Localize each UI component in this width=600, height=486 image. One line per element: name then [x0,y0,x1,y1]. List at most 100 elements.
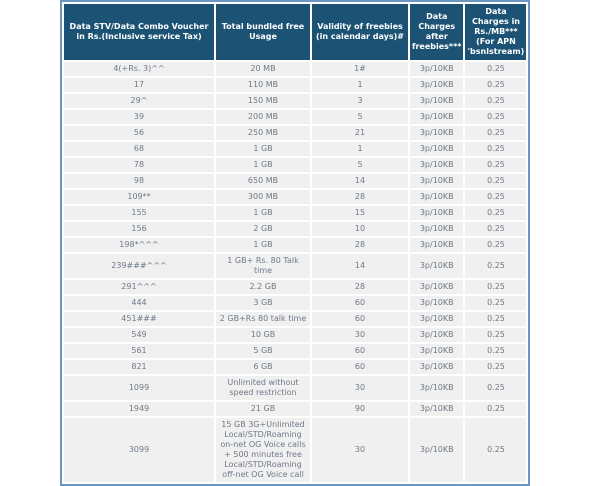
cell-validity-days: 10 [312,222,408,236]
cell-bundled-usage: 6 GB [216,360,310,374]
cell-charges-per-mb: 0.25 [465,280,527,294]
cell-charges-after-freebies: 3p/10KB [410,296,464,310]
cell-charges-per-mb: 0.25 [465,94,527,108]
cell-charges-per-mb: 0.25 [465,62,527,76]
cell-charges-after-freebies: 3p/10KB [410,126,464,140]
cell-bundled-usage: 15 GB 3G+Unlimited Local/STD/Roaming on-… [216,418,310,482]
cell-charges-per-mb: 0.25 [465,328,527,342]
table-row: 56 250 MB 21 3p/10KB 0.25 [64,126,527,140]
cell-bundled-usage: 2 GB+Rs 80 talk time [216,312,310,326]
cell-bundled-usage: 1 GB [216,206,310,220]
cell-voucher-price: 17 [64,78,214,92]
cell-voucher-price: 156 [64,222,214,236]
cell-charges-after-freebies: 3p/10KB [410,206,464,220]
header-bundled-usage: Total bundled free Usage [216,4,310,60]
cell-validity-days: 3 [312,94,408,108]
cell-bundled-usage: 21 GB [216,402,310,416]
cell-bundled-usage: 650 MB [216,174,310,188]
cell-bundled-usage: 200 MB [216,110,310,124]
table-row: 39 200 MB 5 3p/10KB 0.25 [64,110,527,124]
cell-charges-after-freebies: 3p/10KB [410,328,464,342]
cell-charges-after-freebies: 3p/10KB [410,222,464,236]
cell-voucher-price: 821 [64,360,214,374]
cell-charges-after-freebies: 3p/10KB [410,94,464,108]
cell-charges-after-freebies: 3p/10KB [410,78,464,92]
cell-bundled-usage: 1 GB [216,238,310,252]
cell-charges-per-mb: 0.25 [465,126,527,140]
cell-validity-days: 28 [312,190,408,204]
cell-bundled-usage: 1 GB+ Rs. 80 Talk time [216,254,310,278]
cell-bundled-usage: 3 GB [216,296,310,310]
cell-validity-days: 28 [312,280,408,294]
cell-bundled-usage: 110 MB [216,78,310,92]
cell-bundled-usage: Unlimited without speed restriction [216,376,310,400]
cell-charges-per-mb: 0.25 [465,296,527,310]
cell-charges-per-mb: 0.25 [465,110,527,124]
cell-charges-per-mb: 0.25 [465,418,527,482]
cell-voucher-price: 29^ [64,94,214,108]
cell-validity-days: 90 [312,402,408,416]
cell-voucher-price: 68 [64,142,214,156]
table-header: Data STV/Data Combo Voucher in Rs.(Inclu… [64,4,527,60]
cell-voucher-price: 39 [64,110,214,124]
cell-validity-days: 30 [312,328,408,342]
cell-charges-after-freebies: 3p/10KB [410,344,464,358]
cell-charges-per-mb: 0.25 [465,190,527,204]
table-row: 239###^^^ 1 GB+ Rs. 80 Talk time 14 3p/10KB… [64,254,527,278]
cell-charges-per-mb: 0.25 [465,376,527,400]
data-voucher-tariff-table: Data STV/Data Combo Voucher in Rs.(Inclu… [60,0,531,486]
cell-validity-days: 1 [312,142,408,156]
cell-voucher-price: 561 [64,344,214,358]
table-row: 98 650 MB 14 3p/10KB 0.25 [64,174,527,188]
cell-bundled-usage: 300 MB [216,190,310,204]
cell-bundled-usage: 2.2 GB [216,280,310,294]
table-row: 156 2 GB 10 3p/10KB 0.25 [64,222,527,236]
table-row: 4(+Rs. 3)^^ 20 MB 1# 3p/10KB 0.25 [64,62,527,76]
cell-validity-days: 21 [312,126,408,140]
cell-voucher-price: 549 [64,328,214,342]
cell-voucher-price: 155 [64,206,214,220]
cell-charges-per-mb: 0.25 [465,254,527,278]
table-row: 821 6 GB 60 3p/10KB 0.25 [64,360,527,374]
cell-charges-after-freebies: 3p/10KB [410,360,464,374]
cell-voucher-price: 78 [64,158,214,172]
cell-voucher-price: 444 [64,296,214,310]
cell-charges-after-freebies: 3p/10KB [410,376,464,400]
cell-voucher-price: 109** [64,190,214,204]
cell-validity-days: 14 [312,254,408,278]
table-row: 17 110 MB 1 3p/10KB 0.25 [64,78,527,92]
cell-voucher-price: 451### [64,312,214,326]
cell-charges-per-mb: 0.25 [465,344,527,358]
cell-charges-per-mb: 0.25 [465,142,527,156]
cell-charges-after-freebies: 3p/10KB [410,418,464,482]
table-row: 3099 15 GB 3G+Unlimited Local/STD/Roaming… [64,418,527,482]
cell-charges-after-freebies: 3p/10KB [410,280,464,294]
cell-charges-after-freebies: 3p/10KB [410,158,464,172]
cell-bundled-usage: 150 MB [216,94,310,108]
table-row: 78 1 GB 5 3p/10KB 0.25 [64,158,527,172]
cell-charges-per-mb: 0.25 [465,206,527,220]
cell-charges-after-freebies: 3p/10KB [410,110,464,124]
tariff-table-container: Data STV/Data Combo Voucher in Rs.(Inclu… [60,0,531,486]
cell-charges-after-freebies: 3p/10KB [410,174,464,188]
cell-charges-per-mb: 0.25 [465,238,527,252]
cell-validity-days: 15 [312,206,408,220]
cell-charges-after-freebies: 3p/10KB [410,254,464,278]
cell-charges-after-freebies: 3p/10KB [410,238,464,252]
cell-charges-per-mb: 0.25 [465,402,527,416]
table-row: 444 3 GB 60 3p/10KB 0.25 [64,296,527,310]
header-voucher: Data STV/Data Combo Voucher in Rs.(Inclu… [64,4,214,60]
cell-charges-per-mb: 0.25 [465,158,527,172]
cell-validity-days: 30 [312,418,408,482]
cell-voucher-price: 1099 [64,376,214,400]
cell-validity-days: 60 [312,344,408,358]
cell-voucher-price: 3099 [64,418,214,482]
cell-charges-per-mb: 0.25 [465,360,527,374]
cell-charges-after-freebies: 3p/10KB [410,62,464,76]
cell-bundled-usage: 10 GB [216,328,310,342]
cell-voucher-price: 4(+Rs. 3)^^ [64,62,214,76]
cell-charges-after-freebies: 3p/10KB [410,142,464,156]
cell-validity-days: 28 [312,238,408,252]
header-charges-per-mb: Data Charges in Rs./MB*** (For APN 'bsnl… [465,4,527,60]
cell-bundled-usage: 2 GB [216,222,310,236]
